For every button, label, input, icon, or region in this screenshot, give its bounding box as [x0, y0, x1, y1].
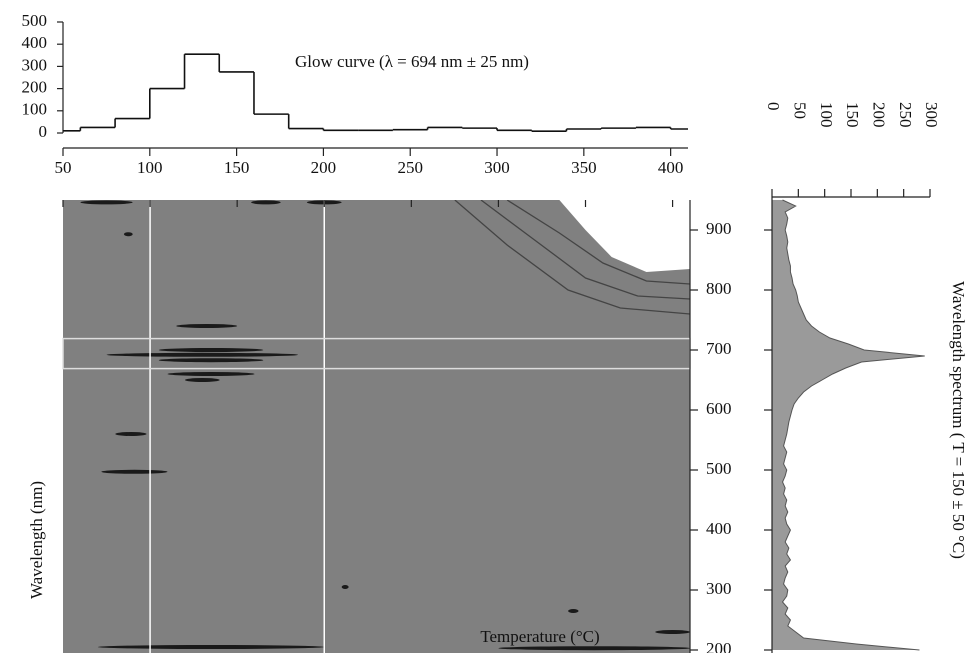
streak	[498, 646, 690, 651]
y-tick-label: 200	[22, 78, 48, 97]
y-tick-label: 400	[22, 33, 48, 52]
y-tick-label: 0	[39, 122, 48, 141]
x-tick-label: 250	[397, 158, 423, 177]
contour-line	[454, 200, 690, 315]
y-tick-label: 500	[706, 459, 732, 478]
map-background	[63, 200, 690, 653]
x-tick-label: 250	[896, 102, 915, 128]
y-tick-label: 100	[22, 100, 48, 119]
streak	[115, 432, 147, 436]
contour-line	[506, 200, 690, 285]
streak	[80, 200, 133, 205]
y-tick-label: 300	[706, 579, 732, 598]
streak	[167, 372, 255, 376]
spectrum-area	[772, 200, 925, 650]
streak	[106, 352, 299, 357]
glow-title: Glow curve (λ = 694 nm ± 25 nm)	[295, 52, 529, 71]
streak	[251, 200, 281, 205]
spectrum-line	[781, 199, 925, 651]
y-tick-label: 200	[706, 639, 732, 653]
streak	[655, 630, 690, 634]
x-tick-label: 300	[484, 158, 510, 177]
streak	[176, 324, 238, 328]
x-tick-label: 350	[571, 158, 597, 177]
y-tick-label: 400	[706, 519, 732, 538]
streak	[184, 378, 220, 382]
x-tick-label: 150	[224, 158, 250, 177]
y-tick-label: 600	[706, 399, 732, 418]
x-tick-label: 400	[658, 158, 684, 177]
y-axis-label: Wavelength (nm)	[27, 481, 46, 599]
streak	[101, 469, 168, 474]
bright-region	[559, 200, 690, 272]
y-tick-label: 700	[706, 339, 732, 358]
x-tick-label: 100	[137, 158, 163, 177]
streak	[158, 348, 264, 352]
streak	[97, 645, 325, 649]
x-axis-label: Temperature (°C)	[480, 627, 599, 646]
streak	[158, 358, 264, 363]
spectrum-label: Wavelength spectrum ( T = 150 ± 50 °C)	[949, 281, 968, 559]
streak	[123, 232, 133, 237]
x-tick-label: 300	[922, 102, 941, 128]
x-tick-label: 200	[869, 102, 888, 128]
map-area	[63, 200, 690, 653]
streak	[341, 585, 349, 589]
contour-line	[480, 200, 690, 300]
y-tick-label: 800	[706, 279, 732, 298]
x-tick-label: 0	[764, 102, 783, 111]
x-tick-label: 50	[790, 102, 809, 119]
y-tick-label: 900	[706, 219, 732, 238]
x-tick-label: 200	[311, 158, 337, 177]
streak	[568, 609, 579, 613]
x-tick-label: 150	[843, 102, 862, 128]
x-tick-label: 50	[55, 158, 72, 177]
y-tick-label: 500	[22, 11, 48, 30]
y-tick-label: 300	[22, 55, 48, 74]
x-tick-label: 100	[817, 102, 836, 128]
